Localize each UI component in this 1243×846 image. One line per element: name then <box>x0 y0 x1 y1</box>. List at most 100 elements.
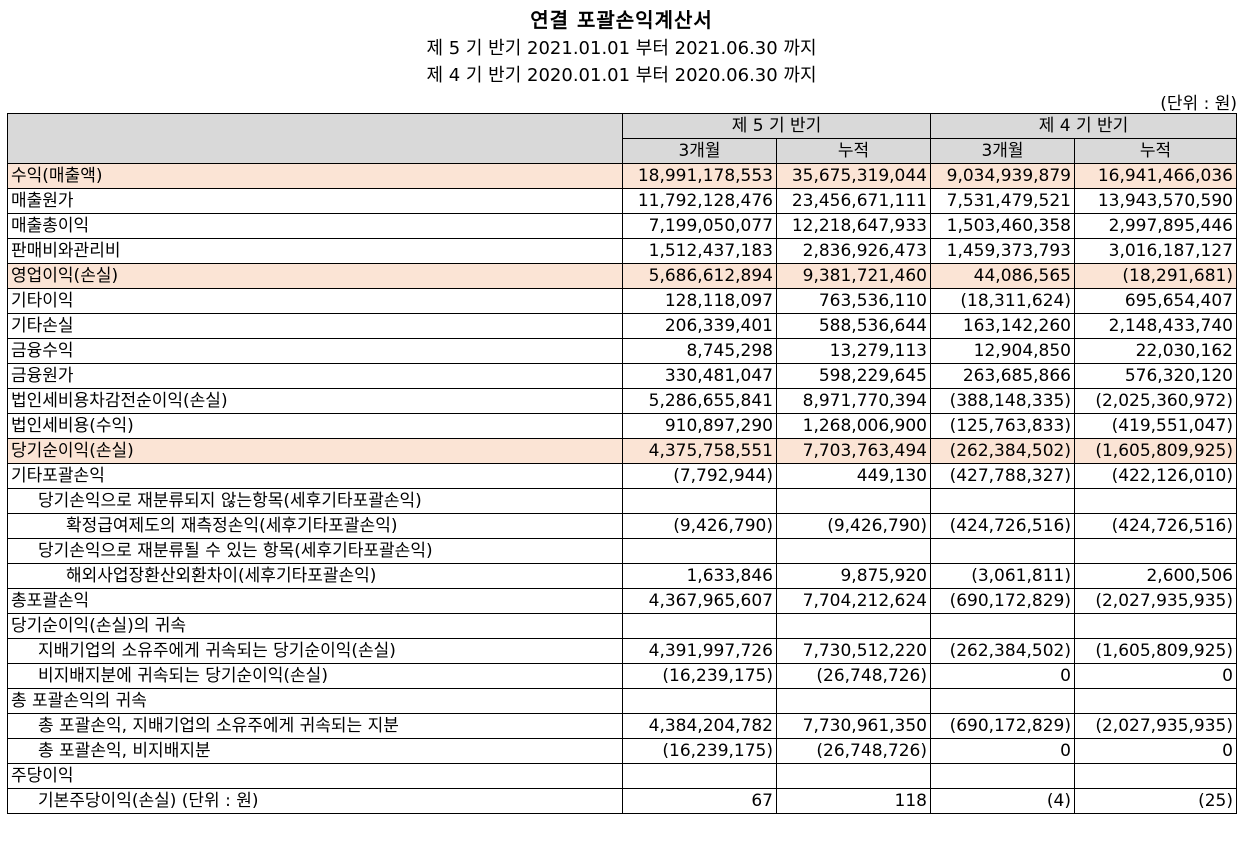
table-row: 영업이익(손실) 5,686,612,894 9,381,721,460 44,086… <box>7 263 1237 289</box>
value-prior-3month: (690,172,829) <box>930 713 1075 739</box>
row-label: 총 포괄손익의 귀속 <box>7 688 623 714</box>
value-current-3month <box>622 488 777 514</box>
value-current-3month: 5,286,655,841 <box>622 388 777 414</box>
table-row: 기본주당이익(손실) (단위 : 원) 67 118 (4) (25) <box>7 788 1237 814</box>
value-current-3month: 8,745,298 <box>622 338 777 364</box>
value-prior-3month: (4) <box>930 788 1075 814</box>
value-current-cumulative: 2,836,926,473 <box>776 238 931 264</box>
value-prior-cumulative: 0 <box>1074 663 1237 689</box>
value-current-cumulative: 7,704,212,624 <box>776 588 931 614</box>
value-current-3month: (16,239,175) <box>622 663 777 689</box>
value-current-3month <box>622 688 777 714</box>
value-current-3month: 4,391,997,726 <box>622 638 777 664</box>
value-current-3month <box>622 613 777 639</box>
table-row: 총 포괄손익의 귀속 <box>7 688 1237 714</box>
table-row: 법인세비용차감전순이익(손실) 5,286,655,841 8,971,770,39… <box>7 388 1237 414</box>
value-current-3month <box>622 763 777 789</box>
row-label: 기타포괄손익 <box>7 463 623 489</box>
table-row: 매출원가 11,792,128,476 23,456,671,111 7,531,47… <box>7 188 1237 214</box>
value-current-3month: 128,118,097 <box>622 288 777 314</box>
value-current-cumulative: 598,229,645 <box>776 363 931 389</box>
value-current-3month: 1,512,437,183 <box>622 238 777 264</box>
value-current-cumulative: (9,426,790) <box>776 513 931 539</box>
value-current-3month: 67 <box>622 788 777 814</box>
value-prior-cumulative: (419,551,047) <box>1074 413 1237 439</box>
value-prior-cumulative: 13,943,570,590 <box>1074 188 1237 214</box>
value-prior-cumulative: (2,025,360,972) <box>1074 388 1237 414</box>
row-label: 당기순이익(손실) <box>7 438 623 464</box>
value-prior-3month: 0 <box>930 663 1075 689</box>
header-blank-cell <box>7 113 623 164</box>
value-prior-cumulative: (424,726,516) <box>1074 513 1237 539</box>
value-current-cumulative: 23,456,671,111 <box>776 188 931 214</box>
header-prior-cumulative: 누적 <box>1074 138 1237 164</box>
value-prior-cumulative: (18,291,681) <box>1074 263 1237 289</box>
value-prior-3month: 7,531,479,521 <box>930 188 1075 214</box>
table-row: 법인세비용(수익) 910,897,290 1,268,006,900 (125,76… <box>7 413 1237 439</box>
value-current-cumulative: 588,536,644 <box>776 313 931 339</box>
row-label: 금융수익 <box>7 338 623 364</box>
value-prior-cumulative: (1,605,809,925) <box>1074 638 1237 664</box>
value-prior-cumulative: (25) <box>1074 788 1237 814</box>
table-row: 총포괄손익 4,367,965,607 7,704,212,624 (690,172,… <box>7 588 1237 614</box>
statement-body: 수익(매출액) 18,991,178,553 35,675,319,044 9,034… <box>7 163 1237 814</box>
value-current-cumulative <box>776 613 931 639</box>
row-label: 당기손익으로 재분류되지 않는항목(세후기타포괄손익) <box>7 488 623 514</box>
value-prior-3month: 263,685,866 <box>930 363 1075 389</box>
table-row: 확정급여제도의 재측정손익(세후기타포괄손익) (9,426,790) (9,426… <box>7 513 1237 539</box>
row-label: 당기순이익(손실)의 귀속 <box>7 613 623 639</box>
value-current-cumulative: 13,279,113 <box>776 338 931 364</box>
value-current-cumulative: (26,748,726) <box>776 738 931 764</box>
value-current-cumulative <box>776 538 931 564</box>
value-prior-3month: (125,763,833) <box>930 413 1075 439</box>
value-prior-3month <box>930 538 1075 564</box>
row-label: 기타손실 <box>7 313 623 339</box>
table-row: 기타손실 206,339,401 588,536,644 163,142,260 2,1… <box>7 313 1237 339</box>
value-current-3month: 11,792,128,476 <box>622 188 777 214</box>
value-current-3month: (9,426,790) <box>622 513 777 539</box>
value-prior-3month: 1,459,373,793 <box>930 238 1075 264</box>
value-prior-cumulative <box>1074 538 1237 564</box>
row-label: 매출원가 <box>7 188 623 214</box>
table-row: 해외사업장환산외환차이(세후기타포괄손익) 1,633,846 9,875,920(… <box>7 563 1237 589</box>
value-prior-3month: 12,904,850 <box>930 338 1075 364</box>
value-prior-3month <box>930 763 1075 789</box>
row-label: 수익(매출액) <box>7 163 623 189</box>
row-label: 지배기업의 소유주에게 귀속되는 당기순이익(손실) <box>7 638 623 664</box>
value-current-3month: 7,199,050,077 <box>622 213 777 239</box>
value-current-3month: 330,481,047 <box>622 363 777 389</box>
value-prior-3month: (427,788,327) <box>930 463 1075 489</box>
value-prior-cumulative: 16,941,466,036 <box>1074 163 1237 189</box>
value-current-cumulative: 7,730,961,350 <box>776 713 931 739</box>
value-current-cumulative: 1,268,006,900 <box>776 413 931 439</box>
value-prior-cumulative: 0 <box>1074 738 1237 764</box>
value-prior-cumulative: 2,600,506 <box>1074 563 1237 589</box>
row-label: 영업이익(손실) <box>7 263 623 289</box>
value-current-cumulative: 449,130 <box>776 463 931 489</box>
value-current-cumulative: 8,971,770,394 <box>776 388 931 414</box>
value-prior-3month: (424,726,516) <box>930 513 1075 539</box>
value-current-cumulative: 9,381,721,460 <box>776 263 931 289</box>
value-prior-3month: (690,172,829) <box>930 588 1075 614</box>
value-prior-3month <box>930 488 1075 514</box>
period-current: 제 5 기 반기 2021.01.01 부터 2021.06.30 까지 <box>426 38 817 59</box>
row-label: 비지배지분에 귀속되는 당기순이익(손실) <box>7 663 623 689</box>
value-prior-3month: (388,148,335) <box>930 388 1075 414</box>
row-label: 기본주당이익(손실) (단위 : 원) <box>7 788 623 814</box>
value-prior-cumulative: 576,320,120 <box>1074 363 1237 389</box>
value-current-3month: 18,991,178,553 <box>622 163 777 189</box>
value-current-cumulative: 7,703,763,494 <box>776 438 931 464</box>
table-row: 지배기업의 소유주에게 귀속되는 당기순이익(손실) 4,391,997,726 7… <box>7 638 1237 664</box>
table-row: 주당이익 <box>7 763 1237 789</box>
table-row: 수익(매출액) 18,991,178,553 35,675,319,044 9,034… <box>7 163 1237 189</box>
value-current-cumulative: 118 <box>776 788 931 814</box>
row-label: 법인세비용차감전순이익(손실) <box>7 388 623 414</box>
header-prior-3month: 3개월 <box>930 138 1075 164</box>
value-current-3month: 4,384,204,782 <box>622 713 777 739</box>
value-prior-3month: 44,086,565 <box>930 263 1075 289</box>
table-row: 판매비와관리비 1,512,437,183 2,836,926,473 1,459,3… <box>7 238 1237 264</box>
period-prior: 제 4 기 반기 2020.01.01 부터 2020.06.30 까지 <box>426 65 817 86</box>
row-label: 총 포괄손익, 지배기업의 소유주에게 귀속되는 지분 <box>7 713 623 739</box>
value-current-3month: 1,633,846 <box>622 563 777 589</box>
value-prior-3month: (3,061,811) <box>930 563 1075 589</box>
